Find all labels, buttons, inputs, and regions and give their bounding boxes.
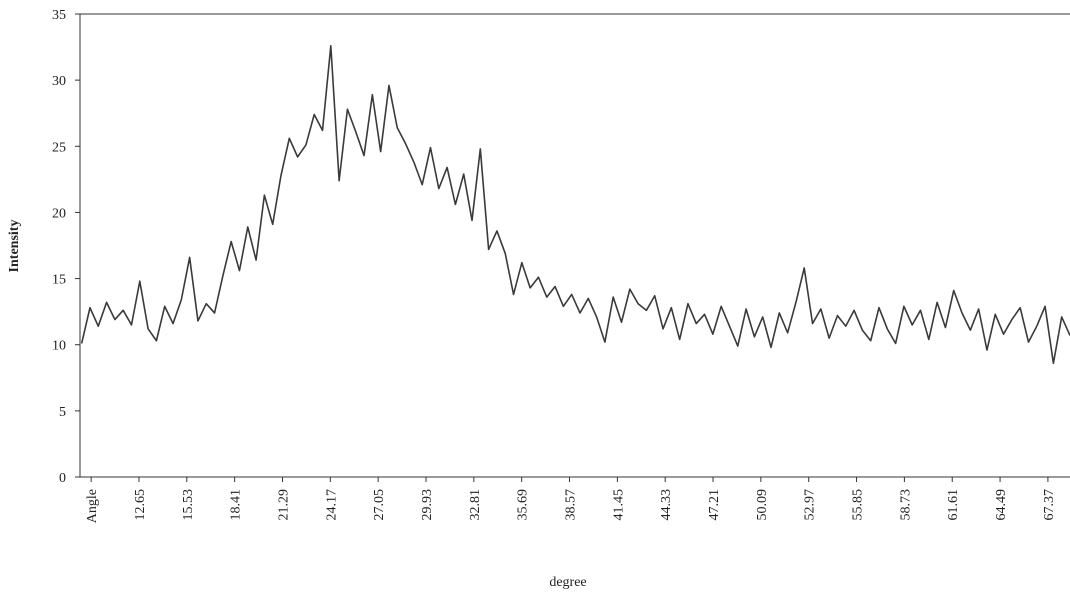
y-tick-label: 5 xyxy=(59,405,66,420)
x-tick-label: 27.05 xyxy=(372,489,387,521)
x-tick-label: 24.17 xyxy=(324,489,339,521)
x-tick-label: 55.85 xyxy=(851,489,866,521)
x-tick-label: 44.33 xyxy=(659,489,674,521)
x-tick-label: 47.21 xyxy=(707,489,722,521)
x-tick-label: 64.49 xyxy=(994,489,1009,521)
y-axis-label: Intensity xyxy=(7,220,22,273)
x-tick-label: 41.45 xyxy=(611,489,626,521)
x-tick-label: 35.69 xyxy=(516,489,531,521)
x-tick-label: 32.81 xyxy=(468,489,483,521)
x-tick-label: 29.93 xyxy=(420,489,435,521)
x-tick-label: 50.09 xyxy=(755,489,770,521)
x-tick-label: 18.41 xyxy=(229,489,244,521)
y-tick-label: 35 xyxy=(52,8,66,23)
y-tick-label: 0 xyxy=(59,471,66,486)
x-tick-label: 38.57 xyxy=(564,489,579,521)
y-tick-label: 15 xyxy=(52,273,66,288)
x-axis-label: degree xyxy=(549,575,586,590)
x-tick-label: Angle xyxy=(85,489,100,523)
x-tick-label: 52.97 xyxy=(803,489,818,521)
x-tick-label: 67.37 xyxy=(1042,489,1057,521)
x-tick-label: 15.53 xyxy=(181,489,196,521)
y-tick-label: 25 xyxy=(52,140,66,155)
x-tick-label: 61.61 xyxy=(946,489,961,521)
y-tick-label: 30 xyxy=(52,74,66,89)
x-tick-label: 21.29 xyxy=(276,489,291,521)
data-line xyxy=(80,44,1070,365)
x-tick-label: 58.73 xyxy=(898,489,913,521)
x-tick-label: 12.65 xyxy=(133,489,148,521)
y-tick-label: 20 xyxy=(52,206,66,221)
y-tick-label: 10 xyxy=(52,339,66,354)
